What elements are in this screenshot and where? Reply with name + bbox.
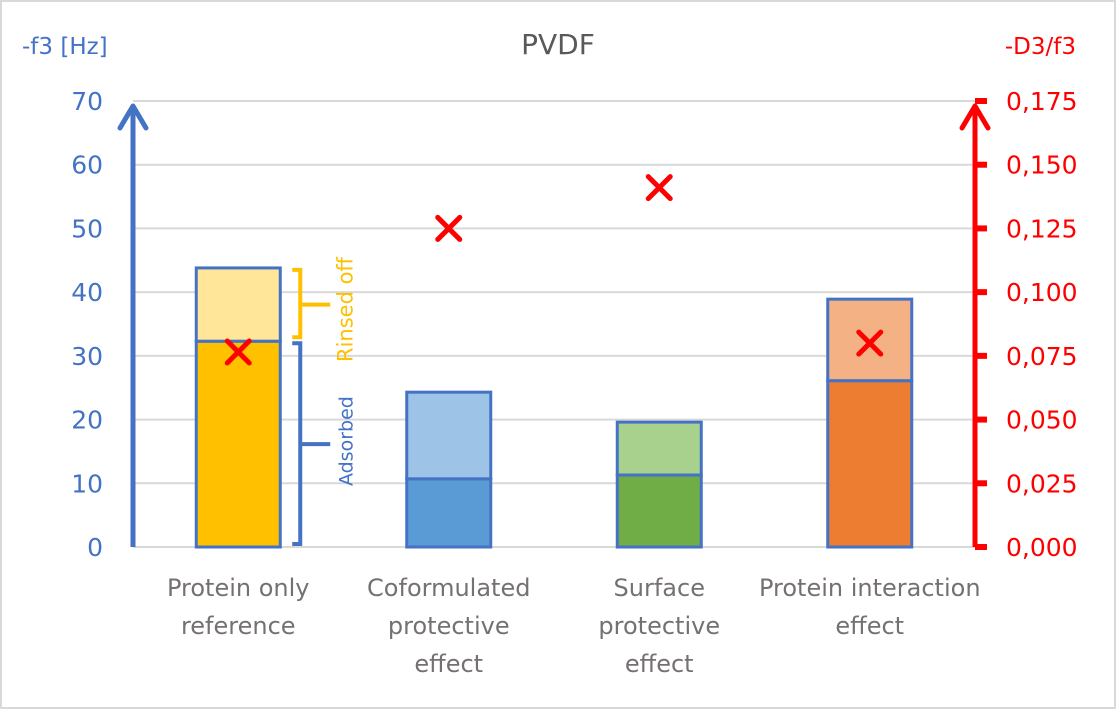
left-tick-label: 30 <box>71 342 103 371</box>
category-label: Coformulated <box>367 574 530 602</box>
category-label: Surface <box>614 574 705 602</box>
x-marker-icon <box>224 338 252 366</box>
right-tick-label: 0,175 <box>1006 87 1078 116</box>
labels: Rinsed off Adsorbed 0 10 20 30 40 50 60 70 0,000 0,… <box>22 28 1078 678</box>
bars <box>194 266 914 549</box>
chart-title: PVDF <box>521 28 595 61</box>
category-label: protective <box>388 612 510 640</box>
bar-rinsed-off <box>194 266 282 343</box>
bar-adsorbed <box>615 473 703 549</box>
x-marker-icon <box>645 174 673 202</box>
right-axis-arrow-icon <box>959 103 991 131</box>
rinsed-off-label: Rinsed off <box>333 257 357 362</box>
brackets <box>292 267 331 546</box>
left-tick-label: 10 <box>71 469 103 498</box>
category-label: effect <box>625 650 694 678</box>
right-tick-label: 0,125 <box>1006 214 1078 243</box>
category-label: Protein only <box>167 574 310 602</box>
left-tick-label: 50 <box>71 214 103 243</box>
right-tick-label: 0,100 <box>1006 278 1078 307</box>
left-tick-label: 70 <box>71 87 103 116</box>
category-label: reference <box>181 612 296 640</box>
x-marker-icon <box>856 329 884 357</box>
category-label: Protein interaction <box>759 574 981 602</box>
markers <box>224 174 884 366</box>
left-tick-label: 60 <box>71 151 103 180</box>
adsorbed-bracket <box>292 341 331 546</box>
category-label: effect <box>414 650 483 678</box>
left-tick-label: 40 <box>71 278 103 307</box>
category-label: effect <box>835 612 904 640</box>
adsorbed-label: Adsorbed <box>335 396 357 486</box>
category-label: protective <box>598 612 720 640</box>
bar-adsorbed <box>826 379 914 549</box>
left-axis-arrow-icon <box>117 103 149 131</box>
axes <box>117 98 991 550</box>
right-tick-label: 0,075 <box>1006 342 1078 371</box>
right-axis-title: -D3/f3 <box>1005 34 1076 60</box>
left-tick-label: 20 <box>71 406 103 435</box>
bar-adsorbed <box>194 339 282 549</box>
left-axis-title: -f3 [Hz] <box>22 34 108 60</box>
right-tick-label: 0,050 <box>1006 406 1078 435</box>
right-tick-label: 0,000 <box>1006 533 1078 562</box>
rinsed-off-bracket <box>292 267 331 340</box>
bar-rinsed-off <box>405 390 493 481</box>
bar-adsorbed <box>405 477 493 549</box>
bar-rinsed-off <box>615 420 703 477</box>
x-marker-icon <box>435 214 463 242</box>
right-tick-label: 0,150 <box>1006 151 1078 180</box>
right-tick-label: 0,025 <box>1006 469 1078 498</box>
left-tick-label: 0 <box>87 533 103 562</box>
